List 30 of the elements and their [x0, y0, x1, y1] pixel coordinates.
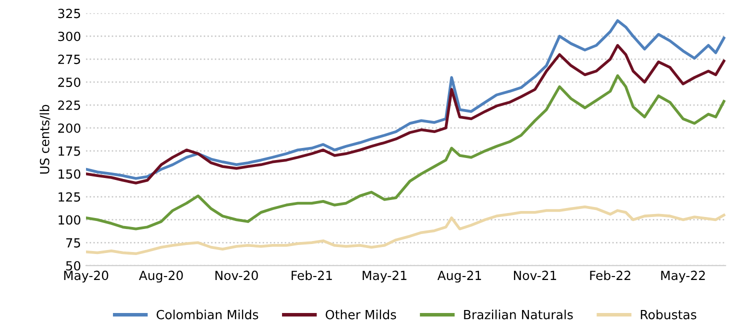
- y-tick-label: 250: [58, 78, 80, 88]
- y-tick-label: 50: [66, 261, 80, 271]
- y-tick-label: 150: [58, 169, 80, 179]
- line-series: [86, 205, 726, 256]
- legend-label: Colombian Milds: [156, 310, 258, 320]
- y-tick-label: 100: [58, 215, 80, 225]
- legend-label: Brazilian Naturals: [464, 310, 573, 320]
- y-tick-label: 125: [58, 192, 80, 202]
- x-tick-label: May-22: [661, 270, 705, 283]
- y-tick-label: 175: [58, 146, 80, 156]
- y-tick-label: 75: [66, 238, 80, 248]
- y-tick-label: 225: [58, 100, 80, 110]
- x-tick-label: Aug-20: [138, 270, 183, 283]
- y-axis-title: US cents/lb: [40, 104, 50, 174]
- line-series: [86, 74, 726, 230]
- x-tick-label: May-20: [64, 270, 108, 283]
- line-series: [86, 44, 726, 184]
- y-tick-label: 325: [58, 8, 80, 18]
- y-tick-label: 200: [58, 123, 80, 133]
- x-tick-label: Feb-21: [292, 270, 332, 280]
- x-tick-label: Nov-20: [215, 270, 258, 280]
- y-tick-label: 275: [58, 54, 80, 64]
- line-series: [86, 19, 726, 180]
- y-tick-label: 300: [58, 32, 80, 42]
- legend-label: Robustas: [640, 310, 696, 320]
- legend-label: Other Milds: [326, 310, 396, 320]
- x-tick-label: Feb-22: [590, 270, 630, 280]
- x-tick-label: Aug-21: [437, 270, 482, 283]
- x-tick-label: May-21: [362, 270, 406, 283]
- x-tick-label: Nov-21: [514, 270, 556, 280]
